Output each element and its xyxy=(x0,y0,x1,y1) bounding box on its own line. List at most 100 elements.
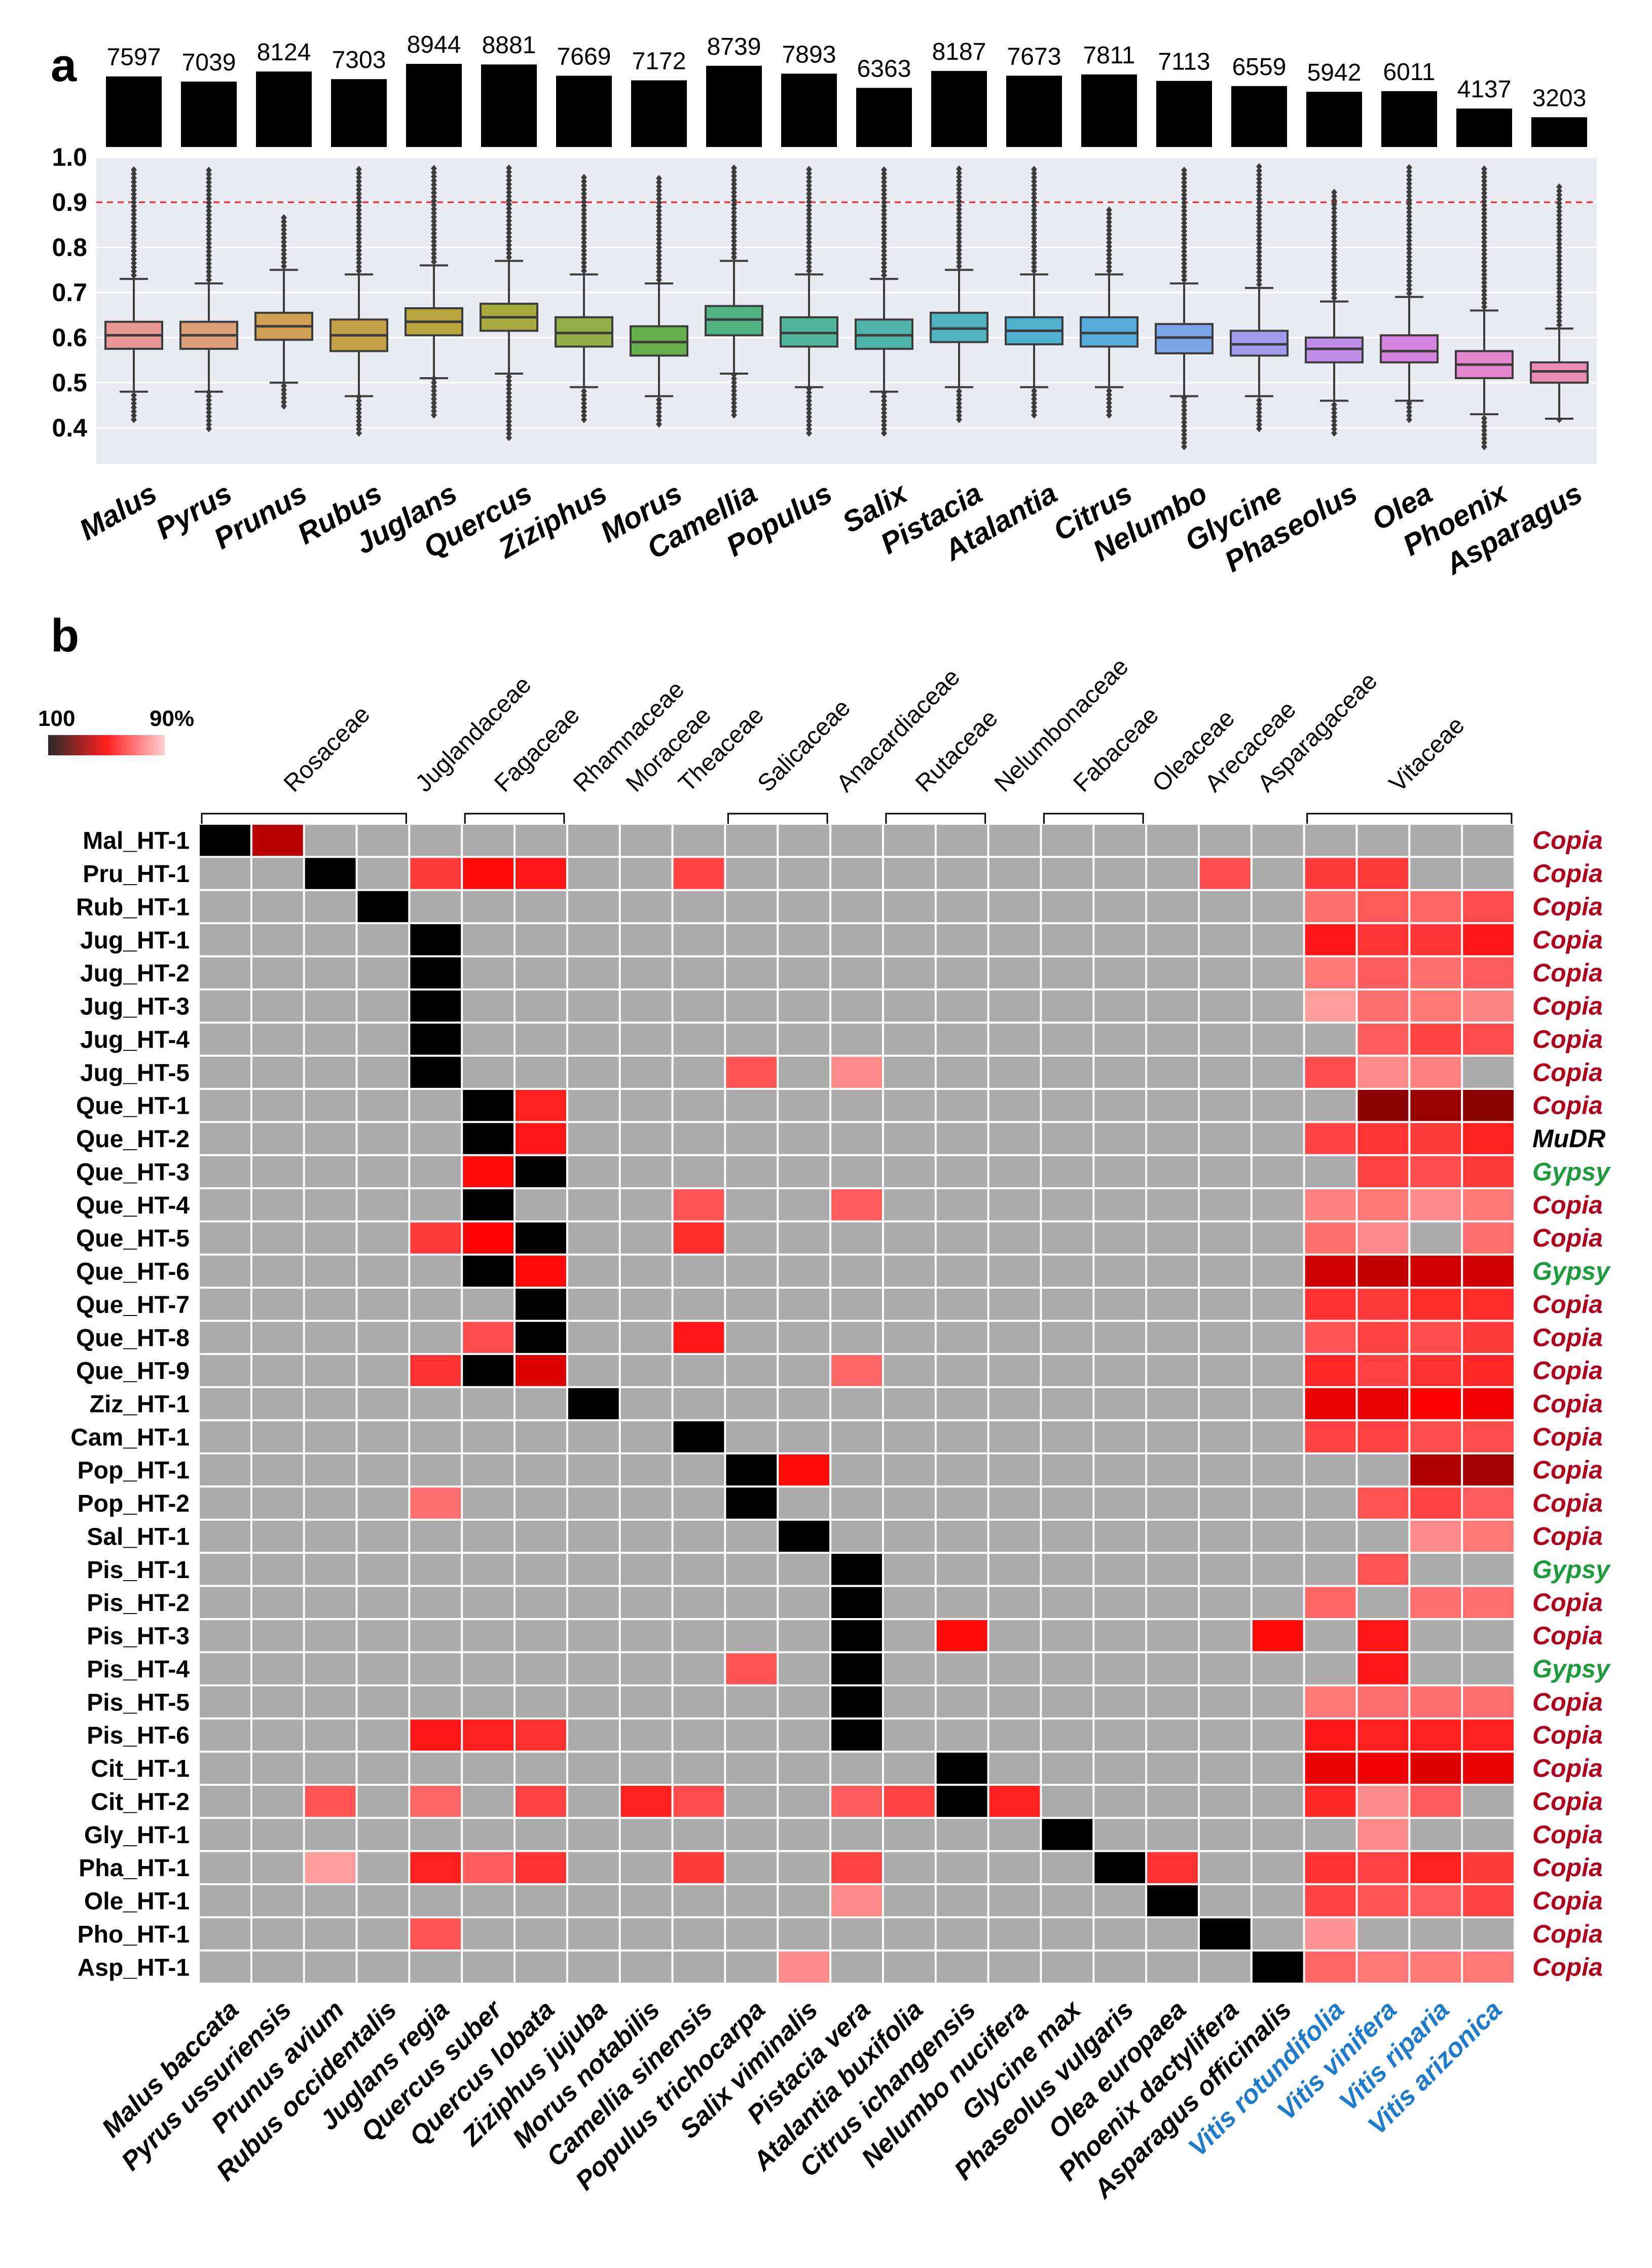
heatmap-cell xyxy=(1094,1686,1146,1718)
heatmap-cell xyxy=(516,825,566,856)
outlier-point xyxy=(431,379,437,386)
heatmap-cell xyxy=(1357,1255,1409,1287)
heatmap-cell xyxy=(252,1819,303,1850)
heatmap-cell xyxy=(1042,1554,1093,1585)
heatmap-cell xyxy=(1199,1720,1251,1751)
outlier-point xyxy=(206,211,212,218)
row-label: Pru_HT-1 xyxy=(83,861,190,888)
outlier-point xyxy=(1481,186,1487,193)
heatmap-cell xyxy=(410,1222,461,1254)
heatmap-cell xyxy=(463,1653,514,1685)
outlier-point xyxy=(431,189,437,197)
outlier-point xyxy=(506,410,512,417)
heatmap-cell xyxy=(1410,1322,1461,1353)
heatmap-cell xyxy=(252,1156,303,1188)
outlier-point xyxy=(1481,222,1487,230)
heatmap-cell xyxy=(516,1587,566,1618)
outlier-point xyxy=(1181,423,1187,430)
heatmap-cell xyxy=(1094,1885,1146,1917)
heatmap-cell xyxy=(516,1653,566,1685)
outlier-point xyxy=(1556,191,1562,199)
heatmap-cell xyxy=(1252,1421,1303,1453)
heatmap-cell xyxy=(200,1620,250,1652)
heatmap-cell xyxy=(989,1720,1040,1751)
outlier-point xyxy=(1106,223,1112,230)
heatmap-cell xyxy=(568,1918,619,1950)
te-type-label: Copia xyxy=(1532,1290,1603,1319)
heatmap-cell xyxy=(989,1222,1040,1254)
outlier-point xyxy=(1331,197,1337,204)
heatmap-cell xyxy=(463,1255,514,1287)
heatmap-cell xyxy=(620,1686,672,1718)
heatmap-cell xyxy=(1094,1554,1146,1585)
heatmap-cell xyxy=(1199,1587,1251,1618)
heatmap-cell xyxy=(1042,990,1093,1022)
heatmap-cell xyxy=(1410,1189,1461,1221)
heatmap-cell xyxy=(1199,1686,1251,1718)
outlier-point xyxy=(731,229,737,237)
outlier-point xyxy=(956,194,962,201)
heatmap-cell xyxy=(357,990,409,1022)
outlier-point xyxy=(1256,413,1262,420)
heatmap-cell xyxy=(568,924,619,956)
outlier-point xyxy=(1181,227,1187,235)
outlier-point xyxy=(1331,237,1337,245)
heatmap-cell xyxy=(620,1918,672,1950)
row-label: Que_HT-7 xyxy=(76,1292,190,1319)
heatmap-cell xyxy=(463,1686,514,1718)
heatmap-cell xyxy=(200,825,250,856)
heatmap-cell xyxy=(1410,1487,1461,1519)
heatmap-cell xyxy=(884,891,935,923)
heatmap-cell xyxy=(831,858,882,889)
outlier-point xyxy=(1106,251,1112,259)
heatmap-cell xyxy=(252,1620,303,1652)
outlier-point xyxy=(881,215,887,222)
te-type-label: Copia xyxy=(1532,1224,1603,1252)
outlier-point xyxy=(656,255,662,263)
heatmap-cell xyxy=(1305,1554,1356,1585)
outlier-point xyxy=(731,225,737,233)
heatmap-cell xyxy=(831,957,882,989)
heatmap-cell xyxy=(1252,1918,1303,1950)
heatmap-cell xyxy=(1147,858,1198,889)
heatmap-cell xyxy=(1357,1918,1409,1950)
outlier-point xyxy=(206,409,212,416)
heatmap-cell xyxy=(936,1554,987,1585)
heatmap-cell xyxy=(989,1951,1040,1983)
outlier-point xyxy=(881,194,887,202)
heatmap-cell xyxy=(1357,1322,1409,1353)
outlier-point xyxy=(1031,243,1037,250)
heatmap-cell xyxy=(357,1388,409,1419)
heatmap-cell xyxy=(357,1123,409,1154)
outlier-point xyxy=(356,194,362,202)
heatmap-cell xyxy=(305,1653,356,1685)
outlier-point xyxy=(1106,399,1112,407)
heatmap-cell xyxy=(410,1587,461,1618)
heatmap-cell xyxy=(410,1819,461,1850)
outlier-point xyxy=(956,214,962,222)
heatmap-cell xyxy=(1305,1156,1356,1188)
heatmap-cell xyxy=(1410,957,1461,989)
heatmap-cell xyxy=(1357,1355,1409,1386)
heatmap-cell xyxy=(831,1056,882,1088)
outlier-point xyxy=(1256,400,1262,408)
count-bar xyxy=(1231,86,1287,147)
outlier-point xyxy=(131,395,137,403)
count-bar xyxy=(556,76,612,147)
heatmap-cell xyxy=(989,1686,1040,1718)
heatmap-cell xyxy=(1410,1918,1461,1950)
heatmap-cell xyxy=(463,1421,514,1453)
heatmap-cell xyxy=(1199,1620,1251,1652)
heatmap-cell xyxy=(831,891,882,923)
heatmap-cell xyxy=(1094,1587,1146,1618)
heatmap-cell xyxy=(1147,957,1198,989)
outlier-point xyxy=(581,243,587,250)
outlier-point xyxy=(1331,401,1337,409)
outlier-point xyxy=(131,231,137,239)
heatmap-cell xyxy=(568,1355,619,1386)
te-type-label: Copia xyxy=(1532,1025,1603,1053)
outlier-point xyxy=(356,214,362,222)
heatmap-cell xyxy=(1463,1255,1514,1287)
outlier-point xyxy=(881,421,887,429)
outlier-point xyxy=(1181,174,1187,182)
